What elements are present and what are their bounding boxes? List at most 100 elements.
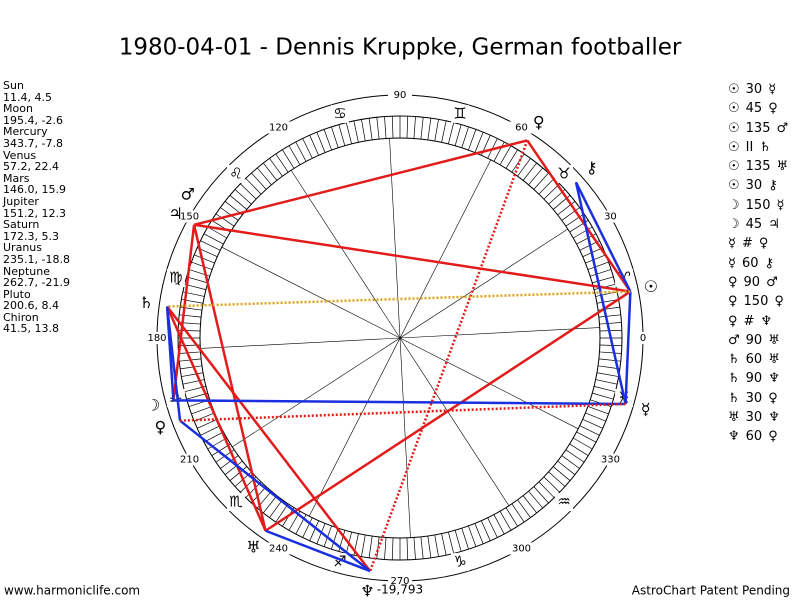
band-tick	[331, 126, 339, 148]
aspect-row: ☉ 30 ⚷	[728, 176, 794, 195]
planet-name: Jupiter	[3, 194, 39, 208]
aspect-row: ☉ II ♄	[728, 138, 794, 157]
planet-glyph: ♂	[181, 184, 195, 203]
band-tick	[353, 120, 359, 143]
parallel-line	[167, 290, 631, 308]
aspect-planet: ☿	[728, 236, 736, 252]
aspect-line	[165, 306, 175, 401]
label-bg	[509, 121, 534, 134]
band-tick	[368, 118, 373, 140]
zodiac-sign: ♊	[453, 104, 466, 122]
band-tick	[522, 495, 537, 514]
aspect-planet: ♀	[728, 294, 738, 310]
band-tick	[573, 437, 593, 450]
band-tick	[384, 116, 387, 139]
band-tick	[598, 365, 620, 370]
aspect-row: ♀ 150 ♀	[728, 292, 794, 311]
aspect-angle: 45	[745, 217, 763, 233]
band-tick	[269, 158, 283, 177]
planet-glyph: ☉	[644, 277, 658, 296]
band-tick	[180, 365, 202, 370]
aspect-planet: ☉	[728, 159, 740, 175]
band-tick	[413, 116, 416, 139]
band-tick	[203, 431, 224, 443]
band-tick	[557, 460, 576, 475]
band-tick	[406, 116, 409, 139]
aspect-planet: ♆	[768, 371, 780, 387]
aspect-planet: ♅	[728, 410, 740, 426]
aspect-line	[166, 305, 372, 572]
band-tick	[595, 379, 618, 385]
band-tick	[454, 530, 462, 552]
degree-label: 300	[512, 543, 531, 554]
band-tick	[427, 536, 432, 558]
planet-glyph: ♀	[533, 112, 545, 131]
degree-label: 90	[394, 90, 407, 101]
band-tick	[538, 481, 555, 498]
band-tick	[598, 358, 621, 362]
aspect-row: ♄ 30 ♀	[728, 389, 794, 408]
aspect-angle: 90	[743, 274, 761, 290]
aspect-planet: ♃	[768, 217, 780, 233]
aspect-line	[179, 419, 371, 573]
footer-left: www.harmoniclife.com	[4, 584, 140, 598]
band-tick	[533, 486, 549, 504]
band-tick	[288, 145, 301, 165]
band-tick	[391, 537, 394, 560]
band-tick	[593, 386, 616, 393]
aspect-angle: 60	[745, 429, 763, 445]
zodiac-sign: ♑	[453, 553, 466, 571]
parallel-line	[368, 140, 529, 572]
planet-name: Sun	[3, 79, 24, 92]
aspect-angle: 30	[745, 390, 763, 406]
aspect-row: ♂ 90 ♅	[728, 331, 794, 350]
band-tick	[361, 534, 366, 557]
band-tick	[585, 412, 606, 422]
band-tick	[505, 149, 518, 169]
band-tick	[487, 517, 498, 538]
aspect-planet: ☿	[768, 82, 777, 97]
planet-glyph: ♃	[168, 204, 182, 223]
sign-bg	[555, 164, 574, 183]
zodiac-sign: ♋	[333, 104, 346, 122]
aspect-row: ☉ 135 ♂	[728, 119, 794, 138]
planet-position: 200.6, 8.4	[3, 299, 59, 313]
label-bg	[509, 542, 534, 555]
aspect-row: ☿ 60 ⚷	[728, 254, 794, 273]
band-tick	[441, 120, 447, 143]
label-bg	[177, 453, 202, 466]
band-tick	[493, 514, 505, 535]
aspect-planet: ♅	[776, 159, 789, 175]
aspect-row: ☉ 135 ♅	[728, 157, 794, 176]
band-tick	[384, 537, 387, 560]
band-tick	[543, 183, 560, 200]
note: -19,793	[377, 583, 423, 597]
aspect-row: ♄ 90 ♆	[728, 369, 794, 388]
aspect-planet: ♀	[774, 294, 784, 310]
band-tick	[207, 437, 227, 450]
planet-name: Neptune	[3, 264, 51, 278]
band-tick	[309, 520, 319, 541]
band-tick	[316, 132, 326, 153]
band-tick	[468, 129, 477, 151]
band-tick	[565, 213, 585, 227]
degree-label: 30	[604, 212, 617, 223]
aspect-angle: 60	[741, 255, 759, 271]
aspect-planet: ☽	[728, 217, 740, 233]
planet-glyph: ♀	[155, 418, 167, 437]
planet-list: Sun 11.4, 4.5 Moon 195.4, -2.6 Mercury 343.7,…	[3, 80, 70, 335]
band-tick	[587, 261, 609, 270]
label-bg	[631, 332, 655, 344]
band-tick	[461, 528, 469, 550]
aspect-angle: 135	[745, 159, 771, 175]
aspect-row: ♅ 30 ♆	[728, 408, 794, 427]
planet-position: 262.7, -21.9	[3, 276, 70, 290]
zodiac-sign: ♍	[169, 268, 182, 286]
band-tick	[474, 523, 484, 544]
band-tick	[406, 537, 409, 560]
degree-label: 0	[640, 333, 646, 344]
aspect-planet: ♆	[768, 410, 780, 426]
aspect-planet: ☉	[728, 120, 740, 136]
band-tick	[282, 149, 295, 169]
label-bg	[266, 542, 291, 555]
